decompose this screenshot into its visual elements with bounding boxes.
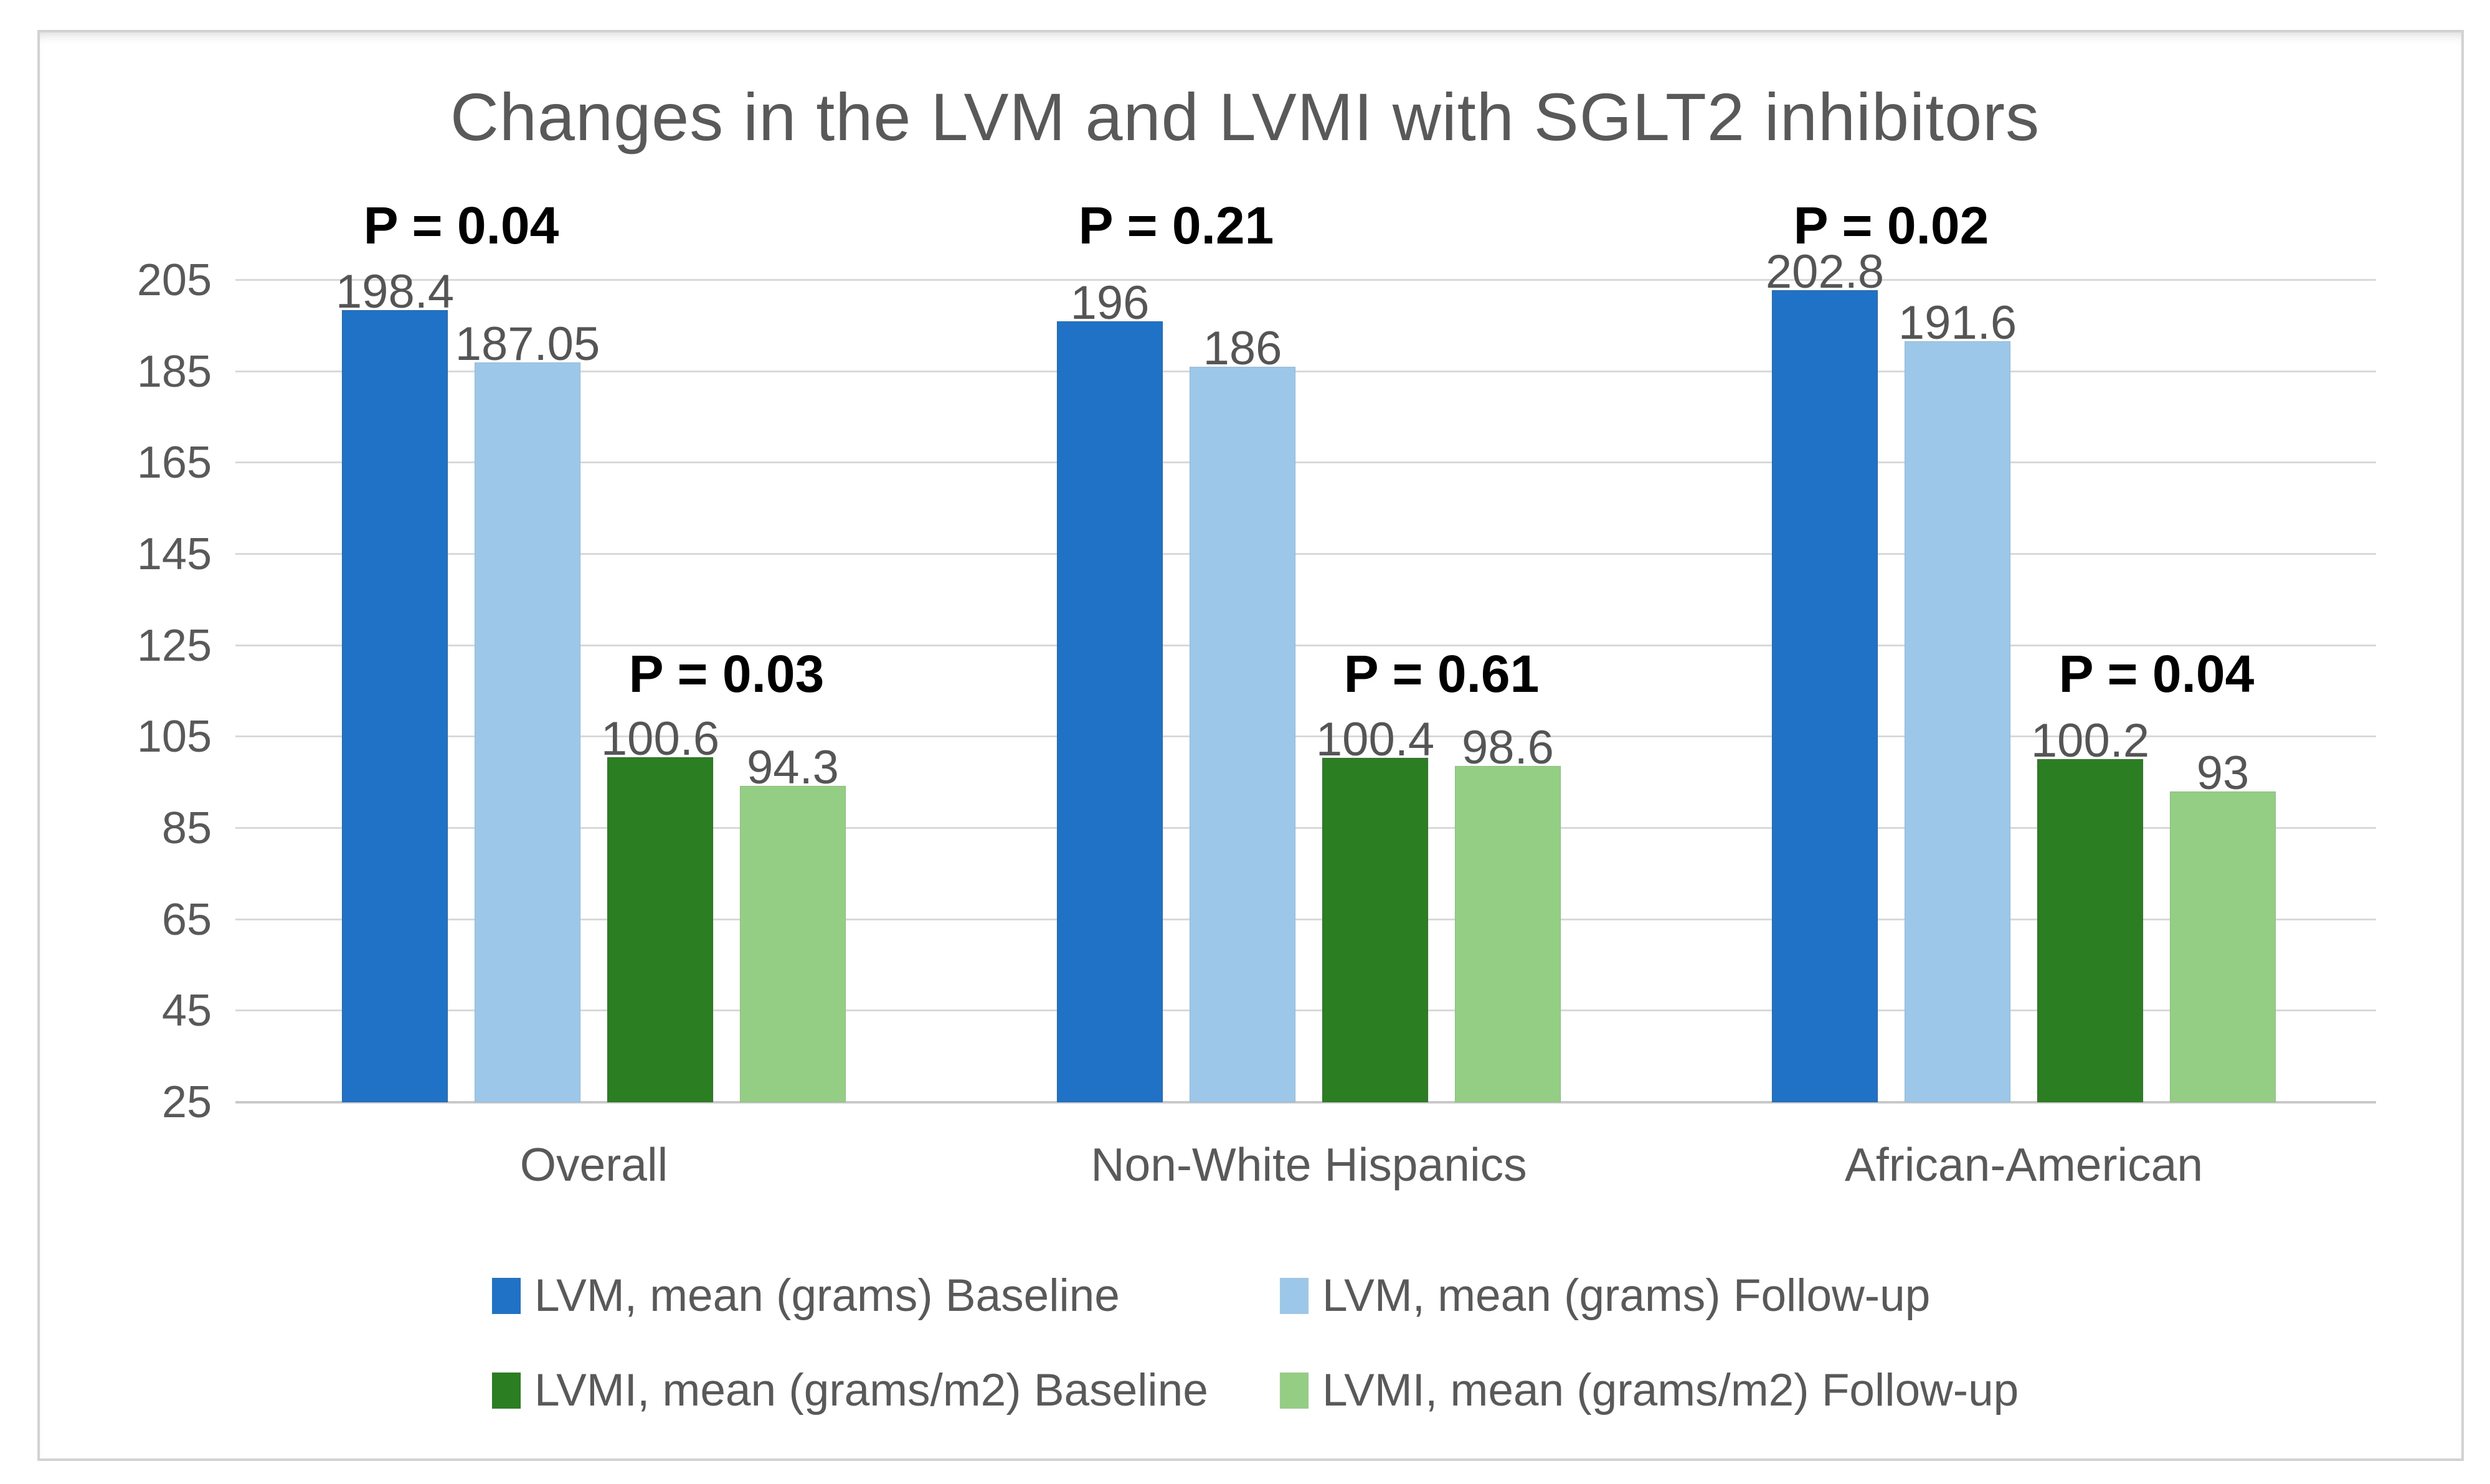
bar-lvm-mean-grams-follow-up-non-white-hispanics [1190,367,1295,1102]
legend-swatch-lvmi-mean-grams-m2-follow-up [1280,1373,1309,1409]
p-value-lvmi-non-white-hispanics: P = 0.61 [1343,645,1540,703]
p-value-lvm-overall: P = 0.04 [363,196,559,255]
category-label-overall: Overall [519,1138,668,1191]
legend-label-lvmi-mean-grams-m2-baseline: LVMI, mean (grams/m2) Baseline [534,1365,1208,1415]
data-label-lvmi-mean-grams-m2-follow-up-african-american: 93 [2196,747,2250,800]
data-label-lvm-mean-grams-baseline-overall: 198.4 [335,265,455,319]
bar-lvm-mean-grams-baseline-non-white-hispanics [1057,321,1163,1102]
legend-swatch-lvmi-mean-grams-m2-baseline [492,1373,521,1409]
bar-lvm-mean-grams-follow-up-african-american [1905,341,2010,1102]
bar-lvm-mean-grams-baseline-african-american [1772,290,1878,1102]
chart-title: Changes in the LVM and LVMI with SGLT2 i… [450,79,2040,154]
data-label-lvmi-mean-grams-m2-follow-up-overall: 94.3 [747,740,839,794]
p-value-lvmi-overall: P = 0.03 [628,645,825,703]
legend-item-lvmi-mean-grams-m2-follow-up: LVMI, mean (grams/m2) Follow-up [1280,1365,2019,1416]
p-value-lvm-non-white-hispanics: P = 0.21 [1078,196,1274,255]
y-axis-tick-105: 105 [136,712,212,762]
p-value-lvmi-african-american: P = 0.04 [2058,645,2255,703]
gridline-65 [235,918,2376,920]
bar-lvmi-mean-grams-m2-baseline-non-white-hispanics [1322,758,1428,1102]
legend-item-lvm-mean-grams-baseline: LVM, mean (grams) Baseline [492,1270,1120,1321]
data-label-lvmi-mean-grams-m2-baseline-non-white-hispanics: 100.4 [1315,713,1435,767]
category-label-african-american: African-American [1844,1138,2204,1191]
y-axis-tick-85: 85 [161,803,212,854]
gridline-125 [235,644,2376,646]
bar-lvmi-mean-grams-m2-baseline-african-american [2037,759,2143,1102]
bar-lvmi-mean-grams-m2-follow-up-overall [740,785,846,1102]
legend-swatch-lvm-mean-grams-baseline [492,1278,521,1314]
y-axis-tick-65: 65 [161,894,212,945]
category-label-non-white-hispanics: Non-White Hispanics [1091,1138,1527,1191]
data-label-lvmi-mean-grams-m2-follow-up-non-white-hispanics: 98.6 [1462,721,1554,775]
data-label-lvm-mean-grams-baseline-african-american: 202.8 [1765,245,1885,299]
data-label-lvm-mean-grams-baseline-non-white-hispanics: 196 [1070,276,1150,330]
legend-label-lvm-mean-grams-follow-up: LVM, mean (grams) Follow-up [1322,1270,1931,1321]
gridline-105 [235,735,2376,738]
bar-lvmi-mean-grams-m2-baseline-overall [607,757,713,1102]
gridline-205 [235,279,2376,281]
y-axis-tick-185: 185 [136,346,212,397]
gridline-25 [235,1101,2376,1104]
data-label-lvm-mean-grams-follow-up-non-white-hispanics: 186 [1203,322,1282,376]
data-label-lvm-mean-grams-follow-up-overall: 187.05 [455,317,600,371]
legend-label-lvm-mean-grams-baseline: LVM, mean (grams) Baseline [534,1270,1120,1321]
data-label-lvmi-mean-grams-m2-baseline-african-american: 100.2 [2030,714,2150,767]
gridline-145 [235,553,2376,555]
y-axis-tick-145: 145 [136,529,212,580]
bar-lvm-mean-grams-baseline-overall [342,310,448,1102]
bar-lvmi-mean-grams-m2-follow-up-african-american [2170,792,2276,1102]
legend-swatch-lvm-mean-grams-follow-up [1280,1278,1309,1314]
bar-lvmi-mean-grams-m2-follow-up-non-white-hispanics [1455,766,1561,1102]
y-axis-tick-25: 25 [161,1077,212,1127]
y-axis-tick-165: 165 [136,438,212,488]
y-axis-tick-125: 125 [136,620,212,671]
gridline-45 [235,1009,2376,1012]
legend-label-lvmi-mean-grams-m2-follow-up: LVMI, mean (grams/m2) Follow-up [1322,1365,2019,1415]
gridline-185 [235,370,2376,372]
gridline-165 [235,461,2376,464]
data-label-lvm-mean-grams-follow-up-african-american: 191.6 [1898,296,2017,350]
y-axis-tick-205: 205 [136,255,212,306]
p-value-lvm-african-american: P = 0.02 [1793,196,1989,255]
data-label-lvmi-mean-grams-m2-baseline-overall: 100.6 [600,712,720,765]
bar-lvm-mean-grams-follow-up-overall [475,362,580,1102]
legend-item-lvm-mean-grams-follow-up: LVM, mean (grams) Follow-up [1280,1270,1930,1321]
gridline-85 [235,827,2376,829]
legend-item-lvmi-mean-grams-m2-baseline: LVMI, mean (grams/m2) Baseline [492,1365,1208,1416]
y-axis-tick-45: 45 [161,986,212,1036]
